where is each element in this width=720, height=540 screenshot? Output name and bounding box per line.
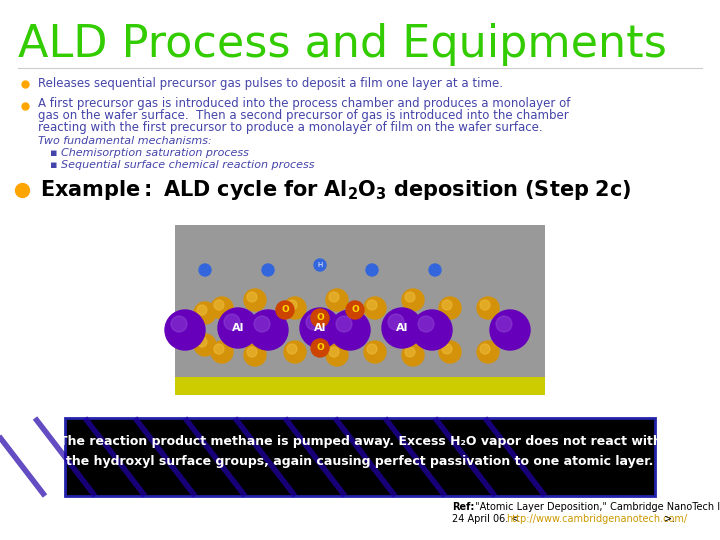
Circle shape <box>429 264 441 276</box>
Text: ALD Process and Equipments: ALD Process and Equipments <box>18 24 667 66</box>
Circle shape <box>224 314 240 330</box>
Circle shape <box>214 344 224 354</box>
Text: Ref:: Ref: <box>452 502 474 512</box>
Text: >.: >. <box>664 514 675 524</box>
Text: gas on the wafer surface.  Then a second precursor of gas is introduced into the: gas on the wafer surface. Then a second … <box>38 109 569 122</box>
Circle shape <box>480 300 490 310</box>
Circle shape <box>326 289 348 311</box>
Circle shape <box>214 300 224 310</box>
Text: ▪ Chemisorption saturation process: ▪ Chemisorption saturation process <box>50 148 249 158</box>
Circle shape <box>284 341 306 363</box>
Circle shape <box>496 316 512 332</box>
Text: ▪ Sequential surface chemical reaction process: ▪ Sequential surface chemical reaction p… <box>50 160 315 170</box>
Circle shape <box>439 297 461 319</box>
Circle shape <box>329 292 339 302</box>
Circle shape <box>284 297 306 319</box>
Circle shape <box>442 344 452 354</box>
Circle shape <box>311 339 329 357</box>
Circle shape <box>418 316 434 332</box>
Text: http://www.cambridgenanotech.com/: http://www.cambridgenanotech.com/ <box>506 514 687 524</box>
Circle shape <box>329 347 339 357</box>
Text: O: O <box>281 306 289 314</box>
Circle shape <box>197 337 207 347</box>
Text: Al: Al <box>232 323 244 333</box>
Circle shape <box>439 341 461 363</box>
Circle shape <box>247 292 257 302</box>
Circle shape <box>244 289 266 311</box>
Circle shape <box>199 264 211 276</box>
Circle shape <box>477 297 499 319</box>
Circle shape <box>248 310 288 350</box>
Circle shape <box>366 264 378 276</box>
Text: the hydroxyl surface groups, again causing perfect passivation to one atomic lay: the hydroxyl surface groups, again causi… <box>66 456 654 469</box>
Text: Al: Al <box>396 323 408 333</box>
Circle shape <box>287 344 297 354</box>
Circle shape <box>244 344 266 366</box>
Circle shape <box>346 301 364 319</box>
Circle shape <box>330 310 370 350</box>
Text: $\mathbf{Example{:}\ ALD\ cycle\ for\ Al_2O_3\ deposition\ (Step\ 2c)}$: $\mathbf{Example{:}\ ALD\ cycle\ for\ Al… <box>40 178 631 202</box>
Circle shape <box>477 341 499 363</box>
Circle shape <box>211 297 233 319</box>
Circle shape <box>402 344 424 366</box>
Text: A first precursor gas is introduced into the process chamber and produces a mono: A first precursor gas is introduced into… <box>38 97 570 110</box>
Text: 24 April 06. <: 24 April 06. < <box>452 514 520 524</box>
Text: reacting with the first precursor to produce a monolayer of film on the wafer su: reacting with the first precursor to pro… <box>38 120 543 133</box>
Circle shape <box>480 344 490 354</box>
Circle shape <box>364 297 386 319</box>
Circle shape <box>194 302 216 324</box>
Circle shape <box>364 341 386 363</box>
Circle shape <box>442 300 452 310</box>
Circle shape <box>165 310 205 350</box>
Text: O: O <box>316 314 324 322</box>
Text: The reaction product methane is pumped away. Excess H₂O vapor does not react wit: The reaction product methane is pumped a… <box>58 435 662 449</box>
Circle shape <box>314 259 326 271</box>
Text: Al: Al <box>314 323 326 333</box>
Circle shape <box>262 264 274 276</box>
Circle shape <box>211 341 233 363</box>
Circle shape <box>194 334 216 356</box>
Circle shape <box>367 300 377 310</box>
Circle shape <box>412 310 452 350</box>
Bar <box>65 418 655 496</box>
Circle shape <box>306 314 322 330</box>
Circle shape <box>254 316 270 332</box>
Circle shape <box>402 289 424 311</box>
Text: Two fundamental mechanisms:: Two fundamental mechanisms: <box>38 136 212 146</box>
Circle shape <box>388 314 404 330</box>
Circle shape <box>382 308 422 348</box>
Circle shape <box>287 300 297 310</box>
Text: Releases sequential precursor gas pulses to deposit a film one layer at a time.: Releases sequential precursor gas pulses… <box>38 78 503 91</box>
Text: H: H <box>318 262 323 268</box>
Text: O: O <box>316 343 324 353</box>
Bar <box>175 377 545 395</box>
Circle shape <box>276 301 294 319</box>
Text: "Atomic Layer Deposition," Cambridge NanoTech Inc.,: "Atomic Layer Deposition," Cambridge Nan… <box>472 502 720 512</box>
Circle shape <box>247 347 257 357</box>
Bar <box>175 225 545 395</box>
Circle shape <box>326 344 348 366</box>
Circle shape <box>218 308 258 348</box>
Circle shape <box>405 347 415 357</box>
Circle shape <box>336 316 352 332</box>
Circle shape <box>367 344 377 354</box>
Circle shape <box>405 292 415 302</box>
Circle shape <box>197 305 207 315</box>
Circle shape <box>311 309 329 327</box>
Text: O: O <box>351 306 359 314</box>
Circle shape <box>171 316 187 332</box>
Circle shape <box>490 310 530 350</box>
Circle shape <box>300 308 340 348</box>
